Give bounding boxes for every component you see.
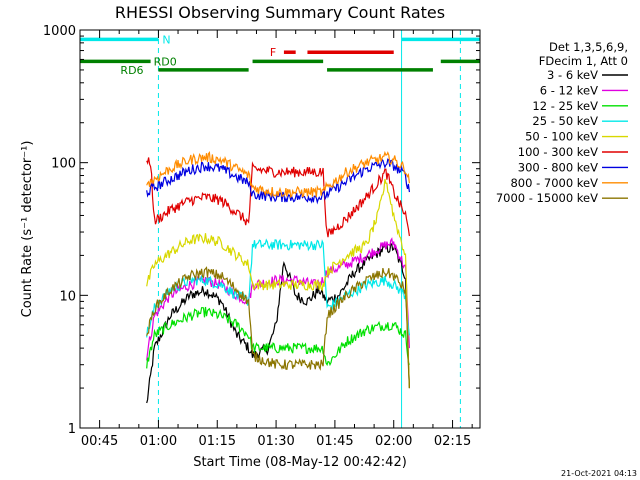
y-tick-label: 10 [59, 289, 76, 304]
x-tick-label: 01:30 [257, 434, 294, 449]
x-axis-label: Start Time (08-May-12 00:42:42) [193, 455, 407, 470]
legend: Det 1,3,5,6,9,FDecim 1, Att 03 - 6 keV6 … [496, 40, 628, 205]
vertical-markers [79, 30, 461, 428]
x-tick-label: 00:45 [81, 434, 118, 449]
legend-label-300-800-kev: 300 - 800 keV [518, 160, 598, 174]
plot-frame [79, 29, 481, 429]
legend-label-12-25-kev: 12 - 25 keV [532, 99, 598, 113]
series-line-100-300-kev [146, 157, 410, 238]
y-tick-label: 1 [68, 422, 76, 437]
state-label-rd6: RD6 [120, 64, 143, 77]
x-axis: 00:45 01:00 01:15 01:30 01:45 02:00 02:15 [79, 30, 473, 449]
x-tick-label: 01:00 [140, 434, 177, 449]
series-line-6-12-kev [146, 237, 410, 361]
y-tick-label: 100 [51, 157, 76, 172]
legend-label-6-12-kev: 6 - 12 keV [540, 83, 598, 97]
x-tick-label: 01:45 [316, 434, 353, 449]
legend-label-800-7000-kev: 800 - 7000 keV [510, 176, 598, 190]
series-line-50-100-kev [146, 178, 410, 389]
legend-header: Det 1,3,5,6,9, [549, 40, 628, 54]
y-axis: 1 10 100 1000 [43, 24, 480, 437]
x-tick-label: 02:15 [434, 434, 471, 449]
legend-label-25-50-kev: 25 - 50 keV [532, 114, 598, 128]
legend-label-100-300-kev: 100 - 300 keV [518, 145, 598, 159]
series-group [146, 150, 410, 404]
legend-label-3-6-kev: 3 - 6 keV [547, 68, 598, 82]
state-label-n: N [162, 33, 170, 46]
series-line-300-800-kev [146, 158, 410, 205]
x-tick-label: 02:00 [375, 434, 412, 449]
x-tick-label: 01:15 [199, 434, 236, 449]
series-line-7000-15000-kev [146, 266, 410, 389]
state-bars: N F RD0 RD6 [80, 33, 480, 77]
y-axis-label: Count Rate (s⁻¹ detector⁻¹) [20, 141, 35, 318]
legend-header: FDecim 1, Att 0 [539, 54, 628, 68]
series-line-3-6-kev [146, 242, 410, 404]
legend-label-7000-15000-kev: 7000 - 15000 keV [496, 191, 598, 205]
chart-title: RHESSI Observing Summary Count Rates [115, 3, 445, 22]
state-label-rd0: RD0 [154, 55, 177, 68]
footer-timestamp: 21-Oct-2021 04:13 [561, 469, 637, 478]
y-tick-label: 1000 [43, 24, 76, 39]
state-label-f: F [270, 46, 276, 59]
series-line-12-25-kev [146, 306, 410, 369]
legend-label-50-100-kev: 50 - 100 keV [525, 130, 598, 144]
series-line-800-7000-kev [146, 150, 410, 199]
